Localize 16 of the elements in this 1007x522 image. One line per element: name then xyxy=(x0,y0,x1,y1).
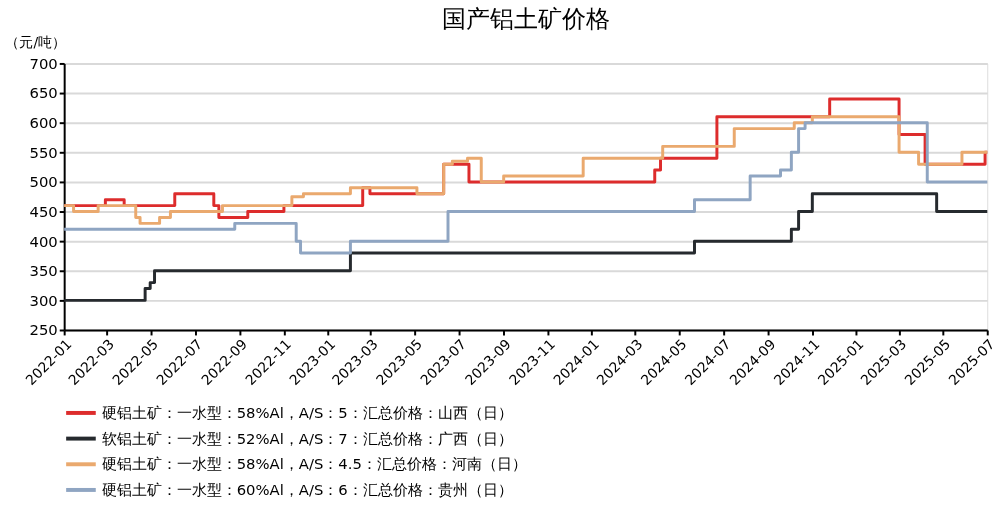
legend-label: 硬铝土矿：一水型：58%Al，A/S：5：汇总价格：山西（日） xyxy=(101,403,513,421)
y-tick-label: 550 xyxy=(29,143,58,161)
legend-label: 硬铝土矿：一水型：60%Al，A/S：6：汇总价格：贵州（日） xyxy=(101,480,513,498)
legend-label: 硬铝土矿：一水型：58%Al，A/S：4.5：汇总价格：河南（日） xyxy=(101,455,527,473)
y-tick-label: 700 xyxy=(29,54,58,72)
y-tick-label: 450 xyxy=(29,202,58,220)
y-tick-label: 600 xyxy=(29,114,58,132)
chart-title: 国产铝土矿价格 xyxy=(441,4,610,33)
y-tick-label: 650 xyxy=(29,84,58,102)
legend-label: 软铝土矿：一水型：52%Al，A/S：7：汇总价格：广西（日） xyxy=(101,429,513,447)
y-tick-label: 500 xyxy=(29,173,58,191)
y-tick-label: 250 xyxy=(29,321,58,339)
y-tick-label: 400 xyxy=(29,232,58,250)
y-tick-label: 350 xyxy=(29,262,58,280)
y-tick-label: 300 xyxy=(29,291,58,309)
y-axis-title: （元/吨） xyxy=(5,34,67,51)
